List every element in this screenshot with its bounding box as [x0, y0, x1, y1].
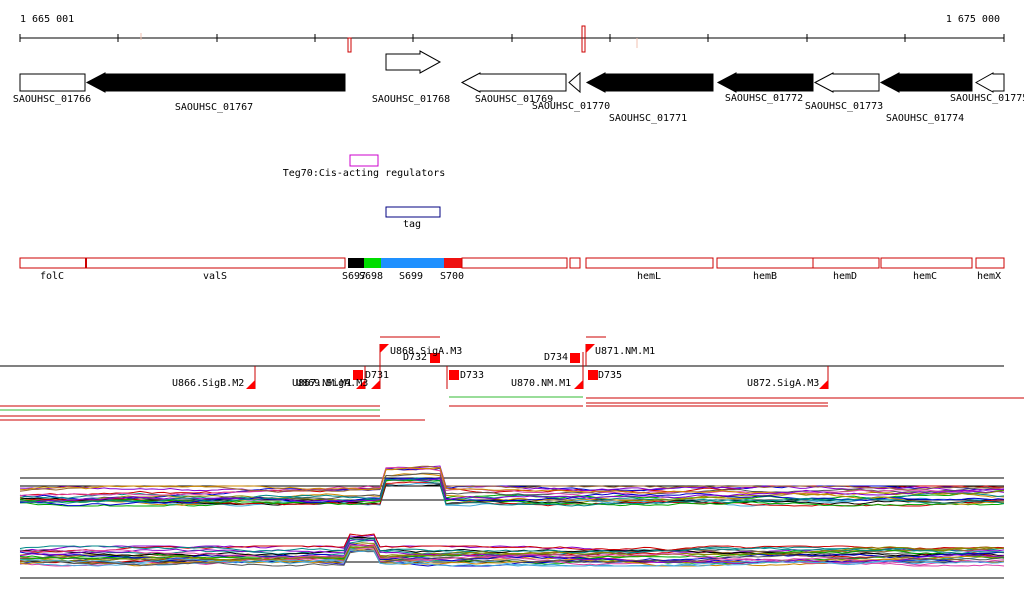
- transcript-u871[interactable]: U871.NM.M1: [595, 346, 655, 357]
- operon-label-folc: folC: [40, 271, 64, 282]
- coverage-lines: [0, 396, 1024, 421]
- gene-saouhsc-01772[interactable]: SAOUHSC_01772: [716, 72, 814, 104]
- transcript-u872[interactable]: U872.SigA.M3: [747, 378, 819, 389]
- operon-folc[interactable]: [19, 257, 87, 269]
- gene-label: SAOUHSC_01772: [725, 93, 803, 104]
- marker-d733[interactable]: [449, 370, 459, 380]
- marker-label-d733: D733: [460, 370, 484, 381]
- gene-saouhsc-01774[interactable]: SAOUHSC_01774: [879, 72, 973, 124]
- operon-hemc[interactable]: [880, 257, 973, 269]
- marker-label-d731: D731: [365, 370, 389, 381]
- gene-track: SAOUHSC_01766 SAOUHSC_01767 SAOUHSC_0176…: [13, 50, 1024, 124]
- marker-label-d734: D734: [544, 352, 568, 363]
- expression-profile-line: [19, 546, 1005, 563]
- operon-label-s699: S699: [399, 271, 423, 282]
- expression-profile-line: [19, 544, 1005, 567]
- gene-saouhsc-01766[interactable]: SAOUHSC_01766: [13, 73, 91, 105]
- gene-saouhsc-01770[interactable]: SAOUHSC_01770: [532, 71, 610, 112]
- operon-vals[interactable]: [85, 257, 346, 269]
- operon-label-vals: valS: [203, 271, 227, 282]
- marker-label-d732: D732: [403, 352, 427, 363]
- gene-label: SAOUHSC_01766: [13, 94, 91, 105]
- operon-track: folC valS S697 S698 S699 S700 hemL hemB …: [19, 257, 1005, 282]
- operon-hemb[interactable]: [716, 257, 814, 269]
- segment-s700-tail[interactable]: [461, 257, 568, 269]
- ruler-ticks: [19, 34, 1005, 42]
- segment-s698[interactable]: [364, 258, 381, 268]
- ruler-feature-mark: [347, 37, 352, 53]
- segment-s700[interactable]: [444, 258, 462, 268]
- segment-s699[interactable]: [381, 258, 444, 268]
- operon-hemx[interactable]: [975, 257, 1005, 269]
- expression-profile-line: [19, 473, 1005, 506]
- expression-profile-line: [19, 478, 1005, 507]
- segment-s697[interactable]: [348, 258, 364, 268]
- transcript-track: D731 D732 D733 D734 D735 U866.SigB.M2 U8…: [0, 336, 1024, 421]
- operon-hemd[interactable]: [812, 257, 880, 269]
- operon-heml[interactable]: [585, 257, 714, 269]
- transcript-u866[interactable]: U866.SigB.M2: [172, 378, 244, 389]
- regulator-label: Teg70:Cis-acting regulators: [283, 168, 446, 179]
- expression-profile-line: [19, 465, 1005, 493]
- gene-label: SAOUHSC_01775: [950, 93, 1024, 104]
- expression-panel-bottom: [19, 533, 1005, 579]
- coordinate-ruler: 1 665 001 1 675 000: [19, 14, 1005, 53]
- transcript-u869[interactable]: U869.SigA.M3: [296, 378, 368, 389]
- operon-label-hemd: hemD: [833, 271, 857, 282]
- tag-feature[interactable]: tag: [385, 206, 441, 230]
- expression-profile-line: [19, 465, 1005, 494]
- gene-saouhsc-01769[interactable]: SAOUHSC_01769: [460, 72, 567, 105]
- gene-label: SAOUHSC_01767: [175, 102, 253, 113]
- gene-label: SAOUHSC_01774: [886, 113, 964, 124]
- gene-saouhsc-01775[interactable]: SAOUHSC_01775: [950, 72, 1024, 104]
- gene-label: SAOUHSC_01770: [532, 101, 610, 112]
- tag-label: tag: [403, 219, 421, 230]
- marker-d731[interactable]: [353, 370, 363, 380]
- expression-profile-line: [19, 467, 1004, 497]
- expression-profile-line: [19, 477, 1005, 507]
- expression-profile-line: [19, 543, 1005, 562]
- expression-profile-line: [19, 467, 1005, 505]
- operon-label-s698: S698: [359, 271, 383, 282]
- expression-profile-line: [19, 472, 1005, 503]
- expression-profile-line: [19, 477, 1005, 507]
- transcript-u868[interactable]: U868.SigA.M3: [390, 346, 462, 357]
- gene-label: SAOUHSC_01768: [372, 94, 450, 105]
- expression-profile-line: [19, 467, 1005, 497]
- marker-label-d735: D735: [598, 370, 622, 381]
- marker-d735[interactable]: [588, 370, 598, 380]
- expression-profile-line: [19, 478, 1005, 507]
- expression-panel-top: [19, 465, 1005, 507]
- operon-label-hemc: hemC: [913, 271, 937, 282]
- expression-profile-line: [19, 550, 1005, 567]
- ruler-start-label: 1 665 001: [20, 14, 74, 25]
- expression-profile-line: [19, 549, 1005, 567]
- transcript-u870[interactable]: U870.NM.M1: [511, 378, 571, 389]
- ruler-feature-mark: [581, 25, 586, 53]
- gene-label: SAOUHSC_01771: [609, 113, 687, 124]
- regulator-feature[interactable]: Teg70:Cis-acting regulators: [283, 154, 446, 179]
- gene-label: SAOUHSC_01769: [475, 94, 553, 105]
- operon-label-s697: S697: [342, 271, 366, 282]
- operon-label-hemb: hemB: [753, 271, 777, 282]
- transcript-u867[interactable]: U867.NM.M1: [292, 378, 352, 389]
- operon-label-s700: S700: [440, 271, 464, 282]
- gene-saouhsc-01771[interactable]: SAOUHSC_01771: [585, 72, 714, 124]
- operon-label-heml: hemL: [637, 271, 661, 282]
- operon-label-hemx: hemX: [977, 271, 1001, 282]
- marker-d732[interactable]: [430, 353, 440, 363]
- gene-saouhsc-01773[interactable]: SAOUHSC_01773: [805, 72, 883, 112]
- gene-saouhsc-01768[interactable]: SAOUHSC_01768: [372, 50, 450, 105]
- segment-small[interactable]: [569, 257, 581, 269]
- marker-d734[interactable]: [570, 353, 580, 363]
- gene-saouhsc-01767[interactable]: SAOUHSC_01767: [85, 72, 346, 113]
- gene-label: SAOUHSC_01773: [805, 101, 883, 112]
- ruler-end-label: 1 675 000: [946, 14, 1000, 25]
